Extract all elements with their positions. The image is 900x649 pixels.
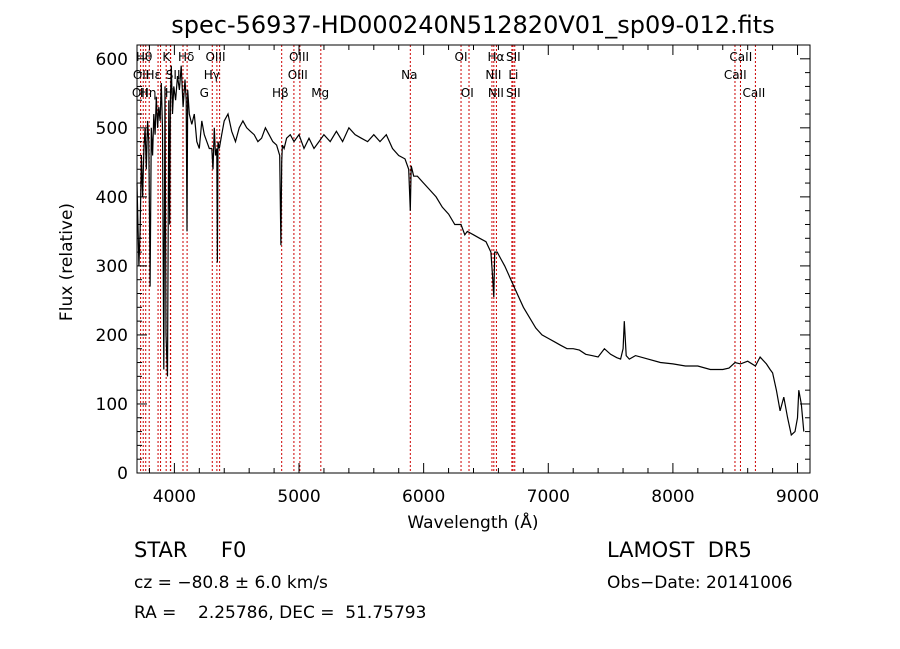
x-tick-label: 7000 (527, 487, 570, 507)
ra-dec: RA = 2.25786, DEC = 51.75793 (134, 603, 427, 623)
spectrum-line (136, 65, 805, 437)
x-tick-label: 4000 (153, 487, 196, 507)
line-marker-label: Hα (487, 50, 504, 64)
line-marker-label: OII (132, 86, 149, 100)
x-axis: 4000 5000 6000 7000 8000 9000 (148, 45, 819, 507)
line-marker-labels: OIIHθOIIHηHεKSIIHHδGOIIIHγHβOIIIOIIIMgNa… (132, 50, 765, 100)
y-tick-label: 300 (96, 257, 128, 277)
x-axis-label: Wavelength (Å) (407, 511, 538, 533)
line-marker-label: OIII (288, 68, 308, 82)
line-marker-label: OIII (205, 50, 225, 64)
observation-date: Obs−Date: 20141006 (607, 573, 793, 593)
x-tick-label: 9000 (776, 487, 819, 507)
x-tick-label: 5000 (277, 487, 320, 507)
line-marker-label: NII (488, 86, 504, 100)
x-tick-label: 8000 (651, 487, 694, 507)
y-axis: 0 100 200 300 400 500 600 (96, 44, 810, 484)
line-markers (140, 45, 756, 473)
y-tick-label: 500 (96, 119, 128, 139)
survey-name: LAMOST DR5 (607, 538, 752, 562)
line-marker-label: CaII (724, 68, 747, 82)
spectrum-chart: spec-56937-HD000240N512820V01_sp09-012.f… (57, 11, 819, 533)
plot-frame (136, 44, 811, 474)
line-marker-label: Hβ (272, 86, 289, 100)
chart-title: spec-56937-HD000240N512820V01_sp09-012.f… (171, 11, 774, 39)
line-marker-label: G (200, 86, 209, 100)
line-marker-label: K (162, 50, 171, 64)
y-tick-label: 100 (96, 395, 128, 415)
object-class: STAR F0 (134, 538, 247, 562)
y-tick-label: 600 (96, 50, 128, 70)
x-tick-label: 6000 (402, 487, 445, 507)
line-marker-label: Hε (145, 68, 161, 82)
line-marker-label: Mg (311, 86, 329, 100)
y-tick-label: 0 (117, 464, 128, 484)
line-marker-label: OI (461, 86, 474, 100)
line-marker-label: Hγ (204, 68, 220, 82)
line-marker-label: OIII (289, 50, 309, 64)
line-marker-label: SII (506, 86, 521, 100)
line-marker-label: CaII (743, 86, 766, 100)
line-marker-label: Hθ (136, 50, 152, 64)
line-marker-label: Hδ (178, 50, 194, 64)
line-marker-label: NII (485, 68, 501, 82)
line-marker-label: Li (508, 68, 518, 82)
line-marker-label: Na (401, 68, 417, 82)
line-marker-label: H (165, 86, 174, 100)
y-tick-label: 200 (96, 326, 128, 346)
redshift-cz: cz = −80.8 ± 6.0 km/s (134, 573, 328, 593)
y-tick-label: 400 (96, 188, 128, 208)
y-axis-label: Flux (relative) (57, 203, 77, 321)
line-marker-label: CaII (729, 50, 752, 64)
line-marker-label: OI (455, 50, 468, 64)
line-marker-label: Hη (140, 86, 157, 100)
line-marker-label: SII (506, 50, 521, 64)
